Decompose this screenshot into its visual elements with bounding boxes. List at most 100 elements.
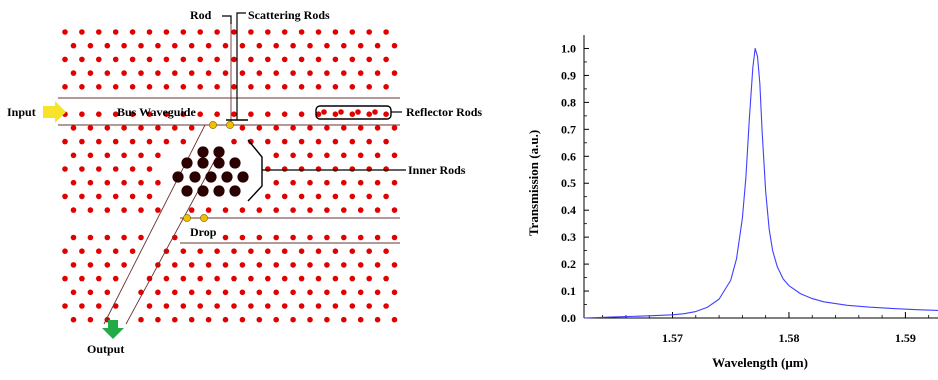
lattice-rod: [383, 56, 389, 63]
lattice-rod: [79, 166, 85, 172]
lattice-rod: [290, 42, 296, 49]
lattice-rod: [298, 275, 305, 282]
lattice-rod: [265, 303, 271, 309]
inner-rod: [197, 157, 209, 169]
inner-rod: [189, 171, 201, 183]
lattice-rod: [357, 179, 364, 186]
scattering-rods-label: Scattering Rods: [248, 8, 330, 22]
lattice-rod: [79, 248, 85, 254]
lattice-rod: [79, 111, 85, 117]
lattice-rod: [315, 84, 322, 90]
lattice-rod: [324, 179, 330, 186]
lattice-rod: [341, 42, 347, 49]
lattice-rod: [307, 207, 313, 213]
lattice-rod: [239, 234, 246, 241]
lattice-rod: [197, 84, 203, 90]
lattice-rod: [374, 262, 381, 268]
inner-rod: [229, 157, 241, 169]
inner-rod: [181, 157, 193, 169]
lattice-rod: [265, 56, 271, 63]
lattice-rod: [290, 125, 296, 131]
lattice-rod: [214, 111, 220, 117]
lattice-rod: [357, 125, 364, 131]
lattice-rod: [290, 207, 296, 213]
y-tick-label: 0.1: [561, 284, 576, 298]
lattice-rod: [70, 125, 77, 131]
lattice-rod: [96, 56, 102, 63]
lattice-rod: [188, 70, 195, 76]
lattice-rod: [383, 248, 389, 254]
lattice-rod: [248, 275, 254, 282]
bus-waveguide-label: Bus Waveguide: [117, 105, 196, 119]
scattering-rod: [226, 121, 234, 129]
lattice-rod: [349, 166, 356, 172]
lattice-rod: [383, 111, 389, 117]
lattice-rod: [273, 70, 280, 76]
lattice-rod: [374, 234, 381, 241]
lattice-rod: [324, 262, 330, 268]
lattice-rod: [146, 56, 153, 63]
lattice-rod: [341, 207, 347, 213]
lattice-rod: [205, 70, 212, 76]
lattice-rod: [62, 84, 68, 90]
lattice-rod: [265, 193, 271, 200]
lattice-rod: [332, 193, 339, 200]
lattice-rod: [214, 56, 220, 63]
inner-rod: [181, 185, 193, 197]
lattice-rod: [290, 234, 296, 241]
lattice-rod: [112, 248, 119, 254]
lattice-rod: [155, 42, 161, 49]
rod-lattice: [62, 29, 398, 323]
lattice-rod: [256, 316, 263, 323]
lattice-rod: [138, 316, 144, 323]
lattice-rod: [214, 248, 220, 254]
x-axis-title: Wavelength (μm): [712, 355, 808, 370]
lattice-rod: [366, 275, 373, 282]
lattice-rod: [188, 262, 195, 268]
y-tick-label: 0.5: [561, 176, 576, 190]
lattice-rod: [366, 29, 373, 35]
lattice-rod: [256, 70, 263, 76]
lattice-rod: [239, 289, 246, 296]
lattice-rod: [298, 193, 305, 200]
inner-rods-label: Inner Rods: [408, 163, 466, 177]
lattice-rod: [188, 207, 195, 213]
lattice-rod: [155, 179, 161, 186]
lattice-rod: [273, 289, 280, 296]
lattice-rod: [315, 56, 322, 63]
lattice-rod: [205, 289, 212, 296]
lattice-rod: [146, 138, 153, 145]
lattice-rod: [366, 248, 373, 254]
lattice-rod: [197, 275, 203, 282]
lattice-rod: [290, 316, 296, 323]
lattice-rod: [163, 303, 170, 309]
lattice-rod: [332, 84, 339, 90]
lattice-rod: [104, 289, 111, 296]
lattice-rod: [112, 193, 119, 200]
lattice-rod: [112, 29, 119, 35]
lattice-rod: [146, 303, 153, 309]
lattice-rod: [324, 125, 330, 131]
reflector-rod: [321, 109, 327, 115]
lattice-rod: [222, 70, 229, 76]
lattice-rod: [332, 275, 339, 282]
reflector-rod: [372, 109, 378, 115]
lattice-rod: [290, 70, 296, 76]
lattice-rod: [391, 262, 398, 268]
lattice-rod: [349, 29, 356, 35]
lattice-rod: [121, 262, 127, 268]
lattice-rod: [87, 179, 94, 186]
lattice-rod: [391, 42, 398, 49]
lattice-rod: [298, 166, 305, 172]
lattice-rod: [315, 193, 322, 200]
lattice-rod: [357, 70, 364, 76]
lattice-rod: [62, 193, 68, 200]
lattice-rod: [374, 70, 381, 76]
lattice-rod: [214, 275, 220, 282]
lattice-rod: [70, 42, 77, 49]
inner-rod: [229, 185, 241, 197]
lattice-rod: [112, 275, 119, 282]
lattice-rod: [146, 193, 153, 200]
lattice-rod: [180, 138, 187, 145]
lattice-rod: [87, 262, 94, 268]
